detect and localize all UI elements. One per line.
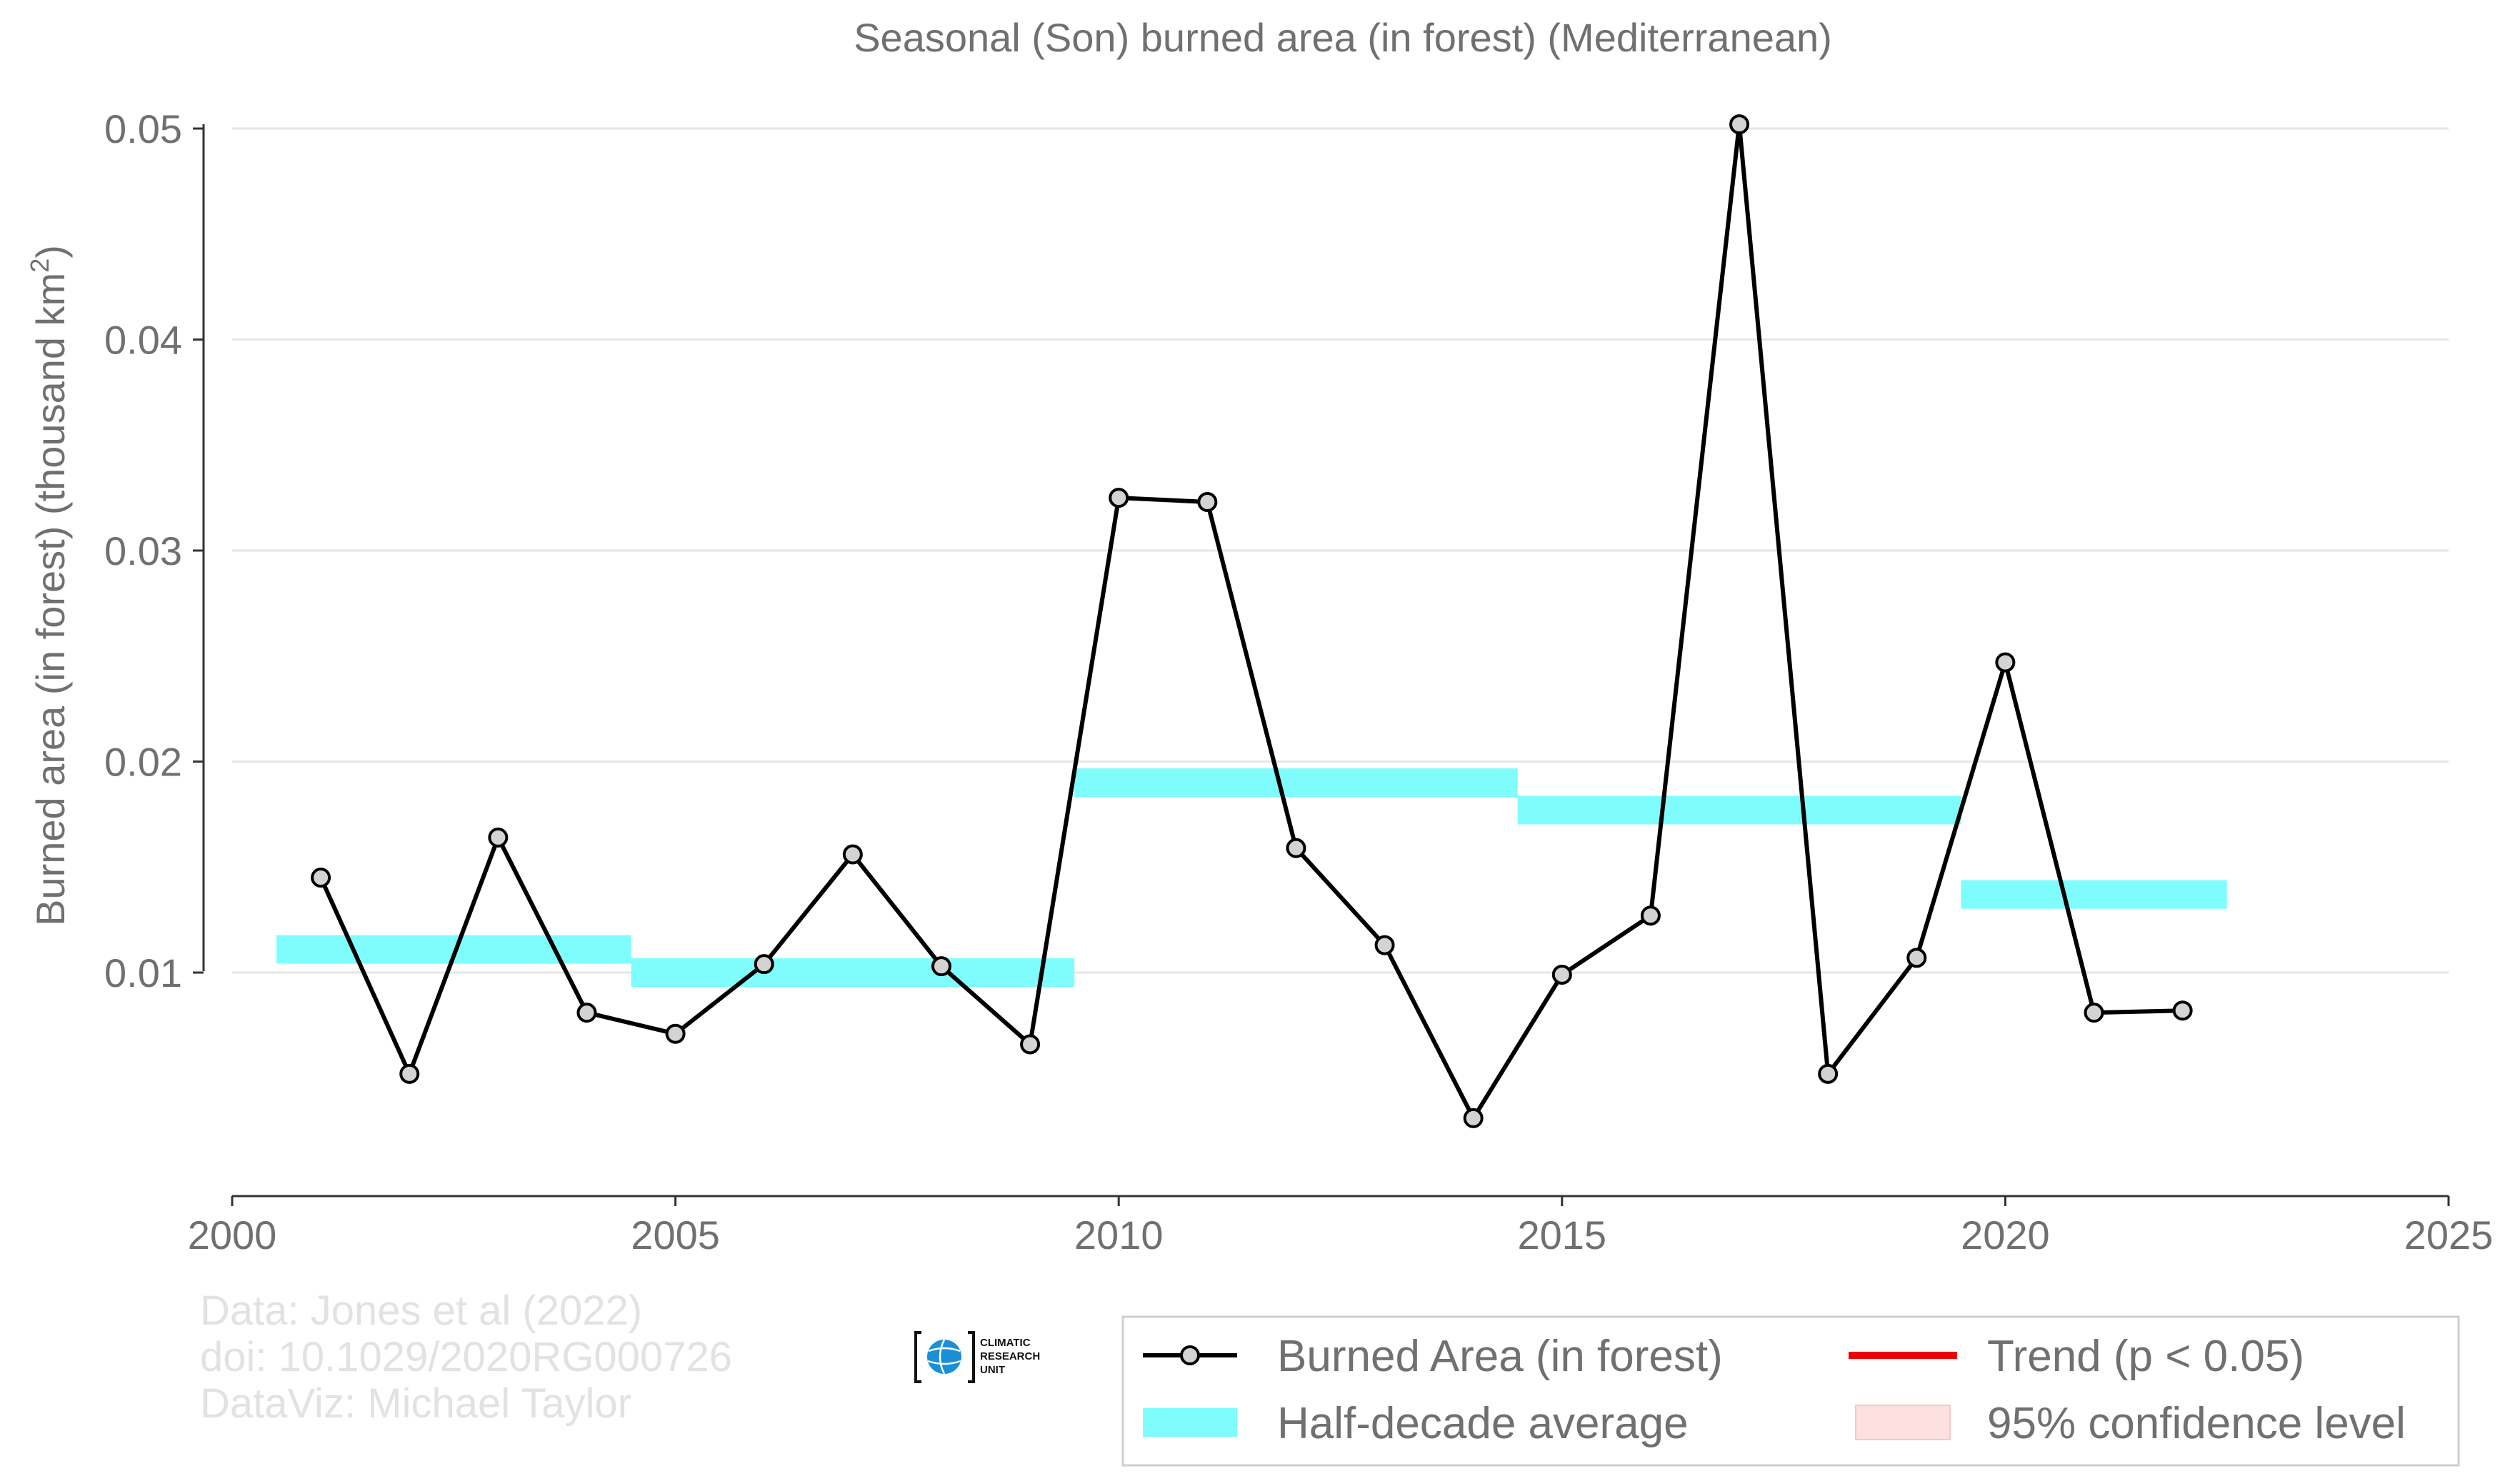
data-point <box>1818 1063 1839 1084</box>
x-tick-label: 2015 <box>1518 1213 1607 1257</box>
data-point <box>665 1023 686 1044</box>
half-decade-band <box>1961 880 2227 909</box>
logo-text-3: UNIT <box>980 1364 1005 1376</box>
data-point <box>2172 1000 2193 1021</box>
logo-bracket-left <box>914 1331 921 1383</box>
y-axis-label: Burned area (in forest) (thousand km2) <box>25 245 73 926</box>
data-point <box>488 827 509 848</box>
logo-bracket-right <box>968 1331 975 1383</box>
y-tick-label: 0.01 <box>104 950 182 995</box>
half-decade-bands <box>276 768 2227 987</box>
y-tick-label: 0.03 <box>104 528 182 573</box>
data-point <box>2084 1003 2104 1023</box>
y-axis-label-sup: 2 <box>25 258 54 273</box>
data-point <box>931 956 951 977</box>
x-tick-label: 2000 <box>188 1213 277 1257</box>
data-point <box>1551 964 1572 985</box>
legend-label-burned-area: Burned Area (in forest) <box>1277 1332 1723 1381</box>
credits: Data: Jones et al (2022) doi: 10.1029/20… <box>200 1287 732 1427</box>
chart-title: Seasonal (Son) burned area (in forest) (… <box>854 15 1832 60</box>
data-point <box>1374 935 1395 955</box>
data-point <box>1020 1034 1041 1055</box>
legend-marker-burned-area <box>1180 1345 1200 1365</box>
half-decade-band <box>1074 768 1518 798</box>
y-tick-label: 0.04 <box>104 318 182 363</box>
data-point <box>842 844 863 865</box>
data-point <box>1109 488 1129 508</box>
legend-label-half-decade: Half-decade average <box>1277 1399 1689 1448</box>
data-point <box>754 954 774 975</box>
legend-label-confidence: 95% confidence level <box>1987 1399 2406 1448</box>
series-line <box>319 122 2183 1120</box>
y-tick-label: 0.02 <box>104 740 182 785</box>
legend-frame <box>1121 1315 2460 1467</box>
x-tick-label: 2005 <box>631 1213 720 1257</box>
data-point <box>399 1063 420 1084</box>
data-point <box>1995 652 2016 673</box>
logo-text-1: CLIMATIC <box>980 1337 1031 1349</box>
axes <box>193 124 2450 1206</box>
data-point <box>576 1003 597 1023</box>
data-point <box>1640 905 1661 926</box>
cru-logo: CLIMATIC RESEARCH UNIT <box>914 1331 1040 1383</box>
series-markers <box>311 114 2193 1128</box>
data-point <box>1197 492 1218 513</box>
data-point <box>1286 838 1306 858</box>
logo-text-2: RESEARCH <box>980 1350 1040 1362</box>
y-axis-label-end: ) <box>28 245 73 258</box>
x-tick-label: 2010 <box>1074 1213 1164 1257</box>
x-tick-labels: 2000 2005 2010 2015 2020 2025 <box>188 1213 2494 1257</box>
legend: Burned Area (in forest) Trend (p < 0.05)… <box>1121 1315 2460 1467</box>
logo-globe-lines <box>927 1339 961 1375</box>
x-tick-label: 2020 <box>1961 1213 2050 1257</box>
data-point <box>311 868 331 888</box>
x-tick-label: 2025 <box>2404 1213 2494 1257</box>
legend-label-trend: Trend (p < 0.05) <box>1987 1332 2304 1381</box>
y-tick-labels: 0.01 0.02 0.03 0.04 0.05 <box>104 106 182 995</box>
data-point <box>1906 948 1927 968</box>
grid <box>232 127 2449 974</box>
data-point <box>1463 1108 1484 1128</box>
half-decade-band <box>631 958 1075 987</box>
legend-swatch-half-decade <box>1143 1408 1237 1437</box>
y-axis-label-main: Burned area (in forest) (thousand km <box>28 273 73 926</box>
data-point <box>1729 114 1750 135</box>
credit-line-doi: doi: 10.1029/2020RG000726 <box>200 1334 732 1380</box>
half-decade-band <box>1517 795 1961 825</box>
legend-swatch-confidence <box>1855 1405 1951 1440</box>
logo-globe-icon <box>927 1340 961 1374</box>
y-tick-label: 0.05 <box>104 106 182 151</box>
credit-line-dataviz: DataViz: Michael Taylor <box>200 1380 631 1427</box>
credit-line-data: Data: Jones et al (2022) <box>200 1287 642 1334</box>
series-line-group <box>319 122 2183 1120</box>
